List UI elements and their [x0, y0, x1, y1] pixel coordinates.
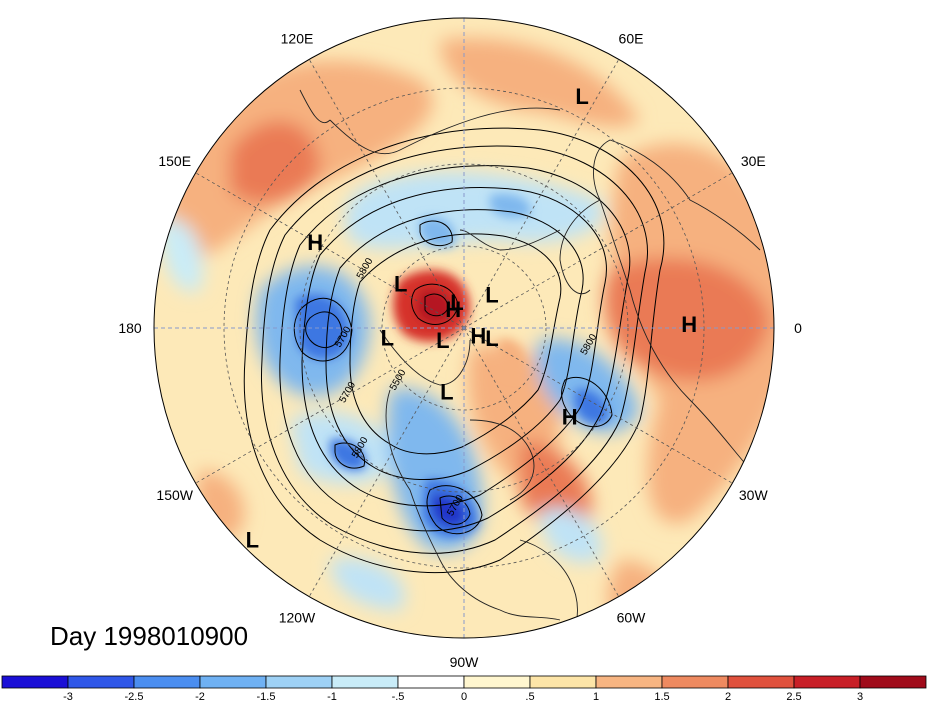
colorbar-swatch — [529, 675, 597, 689]
colorbar-swatch — [463, 675, 531, 689]
colorbar-tick-label: -.5 — [392, 691, 405, 702]
colorbar-swatch — [793, 675, 861, 689]
colorbar-tick-label: 3 — [857, 691, 863, 702]
longitude-label: 150E — [158, 153, 191, 169]
colorbar-swatch — [133, 675, 201, 689]
colorbar-tick-label: 1 — [593, 691, 599, 702]
colorbar-swatch — [661, 675, 729, 689]
high-pressure-marker: H — [307, 230, 323, 255]
longitude-labels: 90E 60E 30E 0 30W 60W 90W 120W 150W 180 150E 120E — [118, 0, 802, 670]
colorbar-swatch — [595, 675, 663, 689]
colorbar-swatch — [67, 675, 135, 689]
colorbar-swatch — [859, 675, 927, 689]
longitude-label: 120W — [279, 609, 316, 625]
longitude-label: 180 — [118, 320, 142, 336]
low-pressure-marker: L — [394, 272, 407, 297]
longitude-label: 30E — [741, 153, 766, 169]
map-title: Day 1998010900 — [50, 621, 248, 651]
colorbar-tick-label: 2.5 — [786, 691, 801, 702]
colorbar-tick-label: 2 — [725, 691, 731, 702]
low-pressure-marker: L — [436, 328, 449, 353]
main-meridians — [154, 18, 774, 638]
colorbar-tick-label: .5 — [525, 691, 534, 702]
longitude-label: 0 — [794, 320, 802, 336]
low-pressure-marker: L — [440, 380, 453, 405]
colorbar: -3 -2.5 -2 -1.5 -1 -.5 0 .5 1 1.5 2 2.5 3 — [1, 675, 927, 702]
colorbar-tick-label: -1.5 — [257, 691, 276, 702]
coastlines — [299, 89, 761, 638]
low-pressure-marker: L — [246, 528, 259, 553]
longitude-label: 90W — [450, 654, 480, 670]
colorbar-tick-label: 1.5 — [654, 691, 669, 702]
high-pressure-marker: H — [470, 324, 486, 349]
map-boundary — [153, 17, 775, 639]
colorbar-tick-label: -2.5 — [125, 691, 144, 702]
longitude-label: 60E — [619, 31, 644, 47]
low-pressure-marker: L — [575, 84, 588, 109]
low-pressure-marker: L — [450, 290, 463, 315]
colorbar-tick-label: -3 — [63, 691, 73, 702]
high-pressure-marker: H — [445, 297, 461, 322]
longitude-label: 60W — [617, 609, 647, 625]
longitude-label: 150W — [156, 487, 193, 503]
low-pressure-marker: L — [485, 326, 498, 351]
colorbar-swatch — [1, 675, 69, 689]
colorbar-swatch — [727, 675, 795, 689]
colorbar-swatch — [397, 675, 465, 689]
longitude-label: 90E — [452, 0, 477, 2]
colorbar-tick-label: -2 — [195, 691, 205, 702]
high-pressure-marker: H — [562, 405, 578, 430]
low-pressure-marker: L — [381, 325, 394, 350]
colorbar-swatch — [199, 675, 267, 689]
geopotential-contours — [243, 127, 665, 574]
colorbar-tick-label: 0 — [461, 691, 467, 702]
colorbar-swatch — [331, 675, 399, 689]
longitude-label: 120E — [281, 31, 314, 47]
high-pressure-marker: H — [681, 312, 697, 337]
colorbar-swatch — [265, 675, 333, 689]
low-pressure-marker: L — [485, 283, 498, 308]
longitude-label: 30W — [739, 487, 769, 503]
colorbar-tick-label: -1 — [327, 691, 337, 702]
